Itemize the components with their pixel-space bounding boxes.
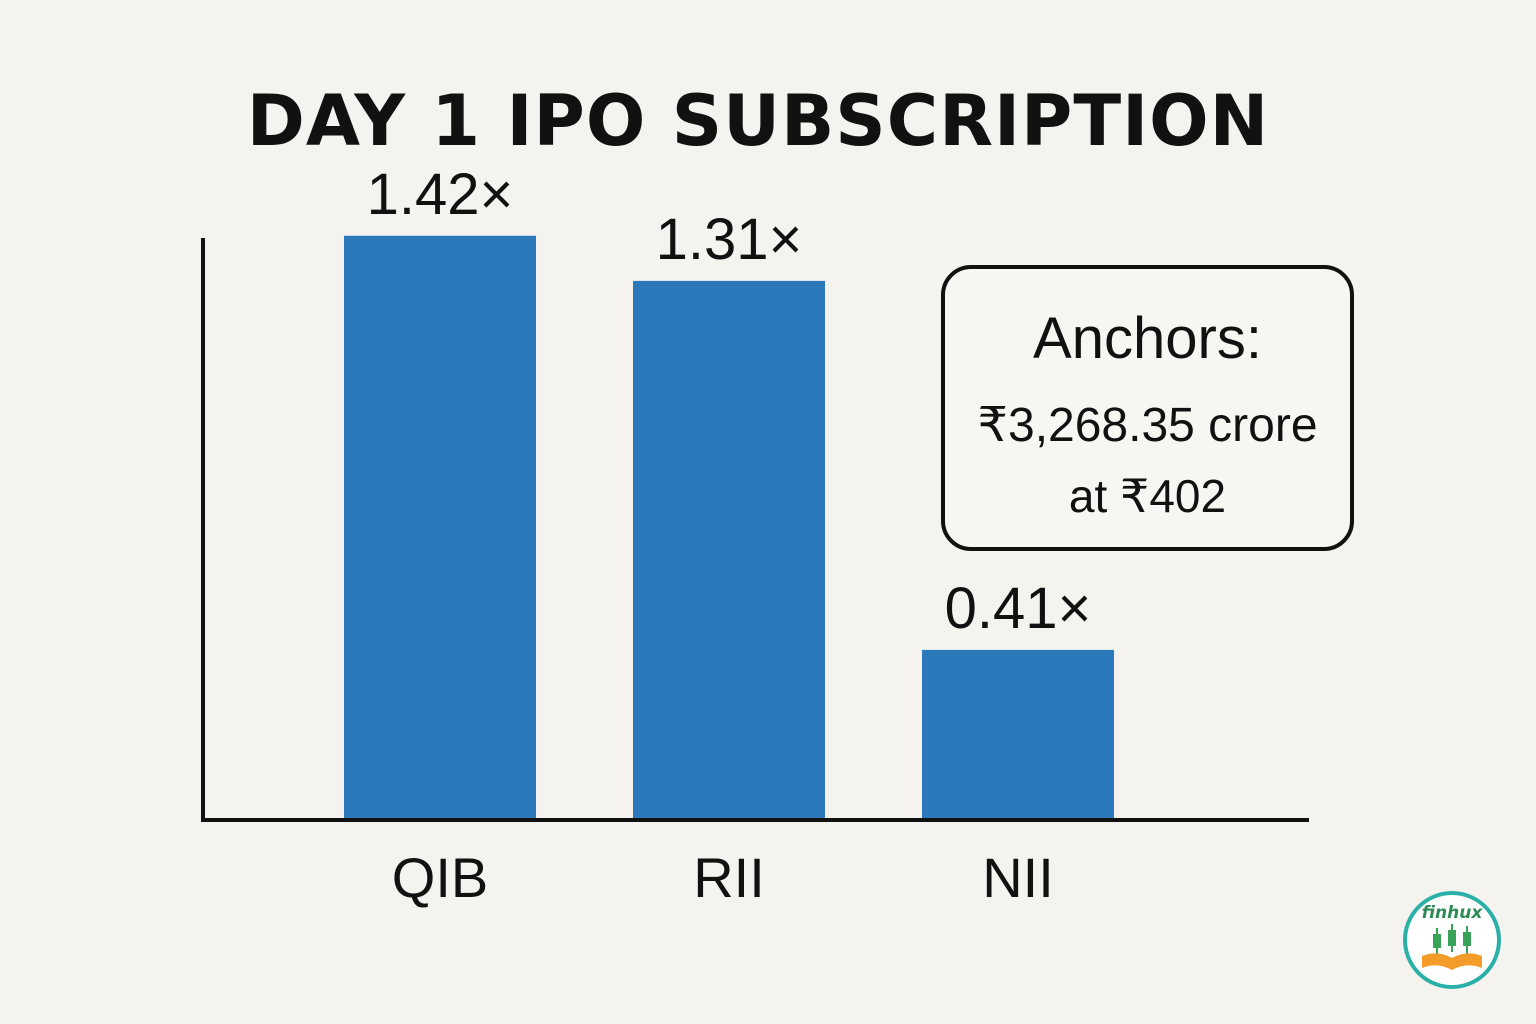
finhux-logo: finhux [1402,890,1502,990]
candlestick-book-icon [1403,891,1501,989]
anchors-annotation-box: Anchors: ₹3,268.35 crore at ₹402 [941,265,1354,551]
category-label-nii: NII [982,846,1054,909]
category-label-rii: RII [693,846,765,909]
bar-rii [633,280,825,818]
bar-nii [922,649,1114,818]
anchors-title: Anchors: [1033,306,1262,371]
value-label-rii: 1.31× [656,207,803,272]
category-label-qib: QIB [392,846,488,909]
anchors-price: at ₹402 [1068,470,1227,522]
chart-title: DAY 1 IPO SUBSCRIPTION [246,80,1270,162]
logo-text: finhux [1421,903,1483,923]
value-label-nii: 0.41× [945,576,1092,641]
anchors-amount: ₹3,268.35 crore [977,399,1318,452]
bar-qib [344,235,536,819]
value-label-qib: 1.42× [367,162,514,227]
